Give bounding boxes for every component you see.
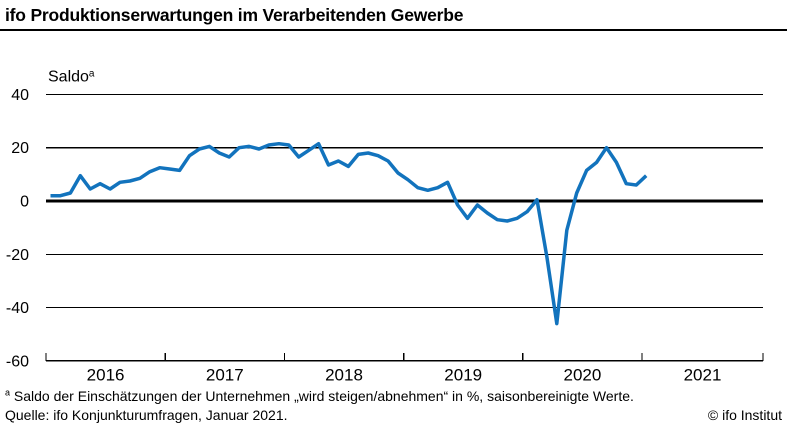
y-axis-label: 20 — [11, 140, 29, 157]
x-axis-label: 2018 — [325, 366, 363, 384]
x-axis-label: 2016 — [87, 366, 125, 384]
chart-header: ifo Produktionserwartungen im Verarbeite… — [0, 0, 787, 31]
x-axis-label: 2021 — [684, 366, 722, 384]
x-axis-label: 2020 — [563, 366, 601, 384]
y-axis-label: -20 — [6, 247, 29, 264]
y-axis-label: 0 — [20, 194, 29, 211]
line-chart: 40 20 0 -20 -40 -60 2016 2017 2018 2019 2020 2021 Sa… — [6, 69, 764, 385]
chart-title: ifo Produktionserwartungen im Verarbeite… — [5, 5, 464, 25]
production-expectations-line — [50, 141, 648, 326]
y-axis-label: -40 — [6, 300, 29, 317]
y-axis-label: 40 — [11, 87, 29, 104]
chart-footer: a Saldo der Einschätzungen der Unternehm… — [0, 383, 787, 425]
x-axis-label: 2017 — [206, 366, 244, 384]
chart-area: 40 20 0 -20 -40 -60 2016 2017 2018 2019 2020 2021 Sa… — [0, 31, 787, 385]
y-axis-label: -60 — [6, 353, 29, 370]
copyright-text: © ifo Institut — [707, 407, 782, 423]
source-text: Quelle: ifo Konjunkturumfragen, Januar 2… — [5, 407, 288, 423]
footnote: a Saldo der Einschätzungen der Unternehm… — [5, 387, 782, 406]
y-unit-label: Saldoa — [48, 69, 95, 86]
footnote-marker: a — [5, 387, 11, 398]
x-axis-label: 2019 — [444, 366, 482, 384]
footnote-text: Saldo der Einschätzungen der Unternehmen… — [13, 388, 634, 404]
